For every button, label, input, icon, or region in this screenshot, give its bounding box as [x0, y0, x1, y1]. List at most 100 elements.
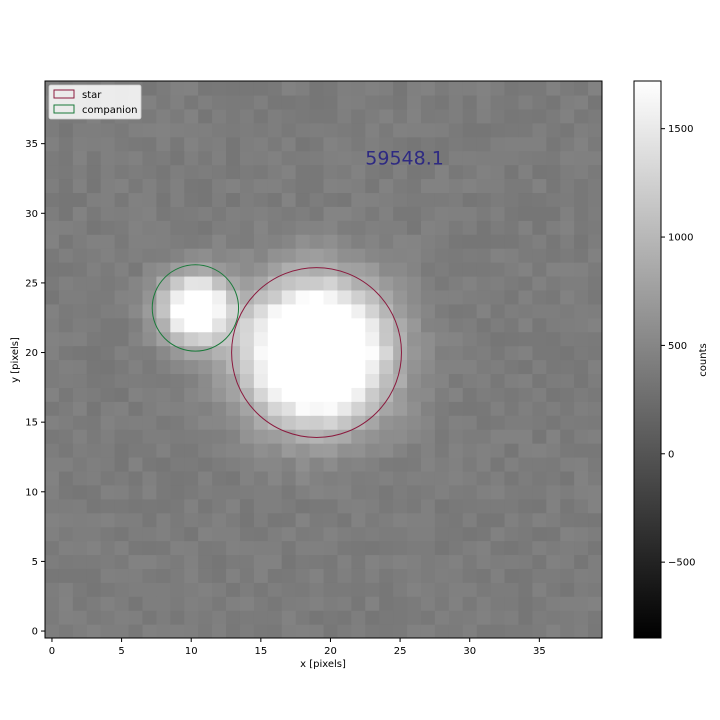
- image-pixel: [72, 192, 88, 207]
- image-pixel: [239, 610, 255, 625]
- image-pixel: [281, 359, 297, 375]
- image-pixel: [546, 164, 561, 180]
- image-pixel: [114, 429, 130, 444]
- image-pixel: [574, 373, 589, 388]
- image-pixel: [420, 178, 436, 194]
- image-pixel: [434, 289, 450, 305]
- image-pixel: [58, 429, 74, 444]
- image-pixel: [434, 248, 450, 263]
- image-pixel: [407, 359, 422, 375]
- image-pixel: [588, 289, 602, 305]
- image-pixel: [58, 192, 74, 207]
- image-pixel: [45, 443, 60, 458]
- image-pixel: [100, 596, 116, 611]
- image-pixel: [184, 540, 199, 556]
- image-pixel: [546, 192, 561, 207]
- image-pixel: [114, 443, 130, 458]
- image-pixel: [267, 415, 283, 430]
- image-pixel: [114, 206, 130, 221]
- image-pixel: [156, 289, 171, 305]
- image-pixel: [393, 540, 408, 556]
- image-pixel: [476, 456, 492, 472]
- image-pixel: [337, 498, 352, 514]
- image-pixel: [253, 262, 269, 277]
- image-pixel: [281, 540, 297, 556]
- image-pixel: [546, 359, 561, 375]
- image-pixel: [448, 345, 464, 361]
- image-pixel: [170, 303, 185, 319]
- image-pixel: [476, 387, 492, 402]
- image-pixel: [184, 526, 199, 542]
- image-pixel: [462, 401, 478, 416]
- image-pixel: [281, 415, 297, 430]
- image-pixel: [323, 624, 339, 638]
- image-pixel: [379, 248, 394, 263]
- image-pixel: [420, 122, 436, 138]
- image-pixel: [546, 484, 561, 500]
- image-pixel: [588, 345, 602, 361]
- image-pixel: [100, 540, 116, 556]
- image-pixel: [337, 345, 352, 361]
- image-pixel: [518, 234, 533, 249]
- image-pixel: [393, 317, 408, 333]
- image-pixel: [323, 275, 339, 291]
- image-pixel: [45, 568, 60, 583]
- image-pixel: [142, 178, 157, 194]
- image-pixel: [337, 164, 352, 180]
- image-pixel: [337, 429, 352, 444]
- image-pixel: [337, 192, 352, 207]
- image-pixel: [309, 289, 325, 305]
- image-pixel: [100, 289, 116, 305]
- image-pixel: [365, 498, 380, 514]
- image-pixel: [142, 122, 157, 138]
- image-pixel: [518, 401, 533, 416]
- image-pixel: [142, 373, 157, 388]
- image-pixel: [58, 415, 74, 430]
- image-pixel: [239, 387, 255, 402]
- image-pixel: [114, 345, 130, 361]
- image-pixel: [281, 81, 297, 96]
- image-pixel: [420, 512, 436, 528]
- image-pixel: [532, 456, 547, 472]
- image-pixel: [546, 317, 561, 333]
- image-pixel: [45, 136, 60, 152]
- image-pixel: [45, 206, 60, 221]
- image-pixel: [45, 331, 60, 347]
- image-pixel: [142, 81, 157, 96]
- image-pixel: [45, 512, 60, 528]
- image-pixel: [546, 568, 561, 583]
- image-pixel: [476, 220, 492, 235]
- image-pixel: [490, 317, 506, 333]
- image-pixel: [86, 317, 102, 333]
- image-pixel: [239, 136, 255, 152]
- image-pixel: [434, 136, 450, 152]
- image-pixel: [114, 582, 130, 597]
- image-pixel: [337, 443, 352, 458]
- image-pixel: [281, 275, 297, 291]
- image-pixel: [532, 94, 547, 110]
- image-pixel: [86, 262, 102, 277]
- image-pixel: [281, 248, 297, 263]
- image-pixel: [212, 289, 227, 305]
- image-pixel: [365, 275, 380, 291]
- image-pixel: [128, 512, 144, 528]
- image-pixel: [365, 248, 380, 263]
- image-pixel: [114, 331, 130, 347]
- image-pixel: [462, 456, 478, 472]
- image-pixel: [212, 470, 227, 486]
- image-pixel: [267, 81, 283, 96]
- image-pixel: [393, 498, 408, 514]
- image-pixel: [58, 498, 74, 514]
- image-pixel: [518, 484, 533, 500]
- image-pixel: [281, 443, 297, 458]
- image-pixel: [239, 443, 255, 458]
- image-pixel: [45, 373, 60, 388]
- image-pixel: [212, 512, 227, 528]
- image-pixel: [560, 234, 575, 249]
- image-pixel: [100, 234, 116, 249]
- image-pixel: [532, 136, 547, 152]
- image-pixel: [156, 373, 171, 388]
- image-pixel: [184, 192, 199, 207]
- image-pixel: [490, 94, 506, 110]
- image-pixel: [532, 359, 547, 375]
